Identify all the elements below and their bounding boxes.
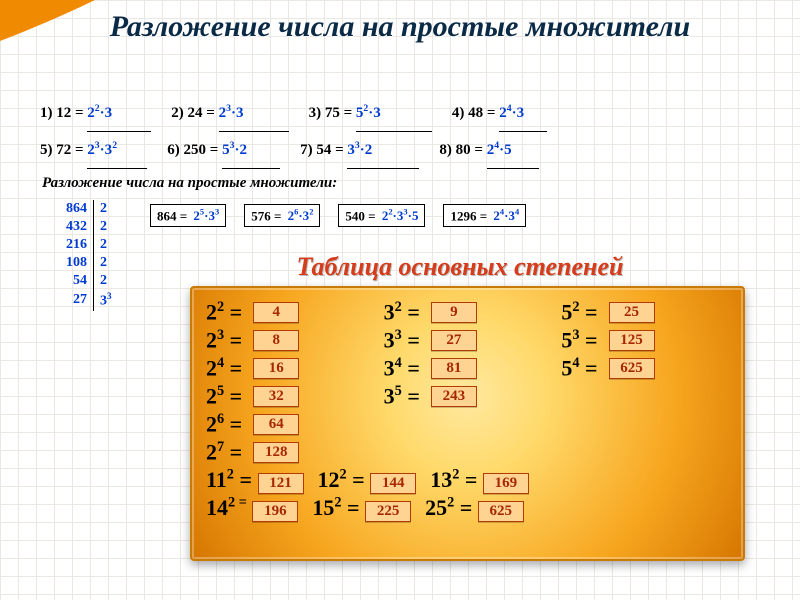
powers-bottom: 112 = 121122 = 144132 = 169142 = 196152 … <box>206 466 729 522</box>
power-row: 27 = 128 <box>206 438 374 466</box>
power-row: 22 = 4 <box>206 298 374 326</box>
power-row-wide: 112 = 121122 = 144132 = 169 <box>206 466 729 494</box>
power-row: 53 = 125 <box>561 326 729 354</box>
powers-panel: 22 = 423 = 824 = 1625 = 3226 = 6427 = 12… <box>190 286 745 561</box>
powers-col-2: 22 = 423 = 824 = 1625 = 3226 = 6427 = 12… <box>206 298 374 466</box>
power-row: 26 = 64 <box>206 410 374 438</box>
factor-box: 540 = 22·33·5 <box>338 204 425 227</box>
power-row: 35 = 243 <box>384 382 552 410</box>
answer-box: 225 <box>365 501 411 522</box>
problems-row-2: 5) 72 = 23·32 6) 250 = 53·2 7) 54 = 33·2 8)… <box>40 132 770 169</box>
problem-cell: 5) 72 = 23·32 <box>40 132 147 169</box>
problems-block: 1) 12 = 22·3 2) 24 = 23·3 3) 75 = 52·3 4) 4… <box>40 95 770 169</box>
power-row: 25 = 32 <box>206 382 374 410</box>
answer-box: 169 <box>483 473 529 494</box>
factor-box: 864 = 25·33 <box>150 204 226 227</box>
answer-box: 144 <box>370 473 416 494</box>
powers-col-3: 32 = 933 = 2734 = 8135 = 243 <box>384 298 552 466</box>
power-row: 54 = 625 <box>561 354 729 382</box>
factor-box: 1296 = 24·34 <box>443 204 526 227</box>
answer-box: 64 <box>253 414 299 435</box>
answer-box: 9 <box>431 302 477 323</box>
powers-table-title: Таблица основных степеней <box>220 252 700 282</box>
answer-box: 243 <box>431 386 477 407</box>
factor-box: 576 = 26·32 <box>244 204 320 227</box>
answer-box: 121 <box>258 473 304 494</box>
powers-grid: 22 = 423 = 824 = 1625 = 3226 = 6427 = 12… <box>206 298 729 466</box>
problem-cell: 3) 75 = 52·3 <box>309 95 432 132</box>
answer-box: 81 <box>431 358 477 379</box>
power-row: 34 = 81 <box>384 354 552 382</box>
section-caption: Разложение числа на простые множители: <box>42 175 337 192</box>
answer-box: 32 <box>253 386 299 407</box>
problem-cell: 1) 12 = 22·3 <box>40 95 151 132</box>
factorization-boxes: 864 = 25·33 576 = 26·32 540 = 22·33·5 1296 … <box>150 204 526 227</box>
power-row: 23 = 8 <box>206 326 374 354</box>
answer-box: 16 <box>253 358 299 379</box>
answer-box: 25 <box>609 302 655 323</box>
problem-cell: 2) 24 = 23·3 <box>171 95 288 132</box>
power-row: 33 = 27 <box>384 326 552 354</box>
answer-box: 8 <box>253 330 299 351</box>
problems-row-1: 1) 12 = 22·3 2) 24 = 23·3 3) 75 = 52·3 4) 4… <box>40 95 770 132</box>
answer-box: 27 <box>431 330 477 351</box>
answer-box: 625 <box>478 501 524 522</box>
problem-cell: 6) 250 = 53·2 <box>167 132 280 169</box>
answer-box: 4 <box>253 302 299 323</box>
power-row-wide: 142 = 196152 = 225252 = 625 <box>206 494 729 522</box>
answer-box: 125 <box>609 330 655 351</box>
problem-cell: 8) 80 = 24·5 <box>439 132 538 169</box>
answer-box: 196 <box>252 501 298 522</box>
answer-box: 625 <box>609 358 655 379</box>
factor-ladder: 86424322216210825422733 <box>60 200 118 311</box>
power-row: 32 = 9 <box>384 298 552 326</box>
problem-cell: 7) 54 = 33·2 <box>300 132 419 169</box>
powers-col-5: 52 = 2553 = 12554 = 625 <box>561 298 729 466</box>
slide-title: Разложение числа на простые множители <box>0 10 800 44</box>
problem-cell: 4) 48 = 24·3 <box>452 95 547 132</box>
power-row: 52 = 25 <box>561 298 729 326</box>
power-row: 24 = 16 <box>206 354 374 382</box>
answer-box: 128 <box>253 442 299 463</box>
